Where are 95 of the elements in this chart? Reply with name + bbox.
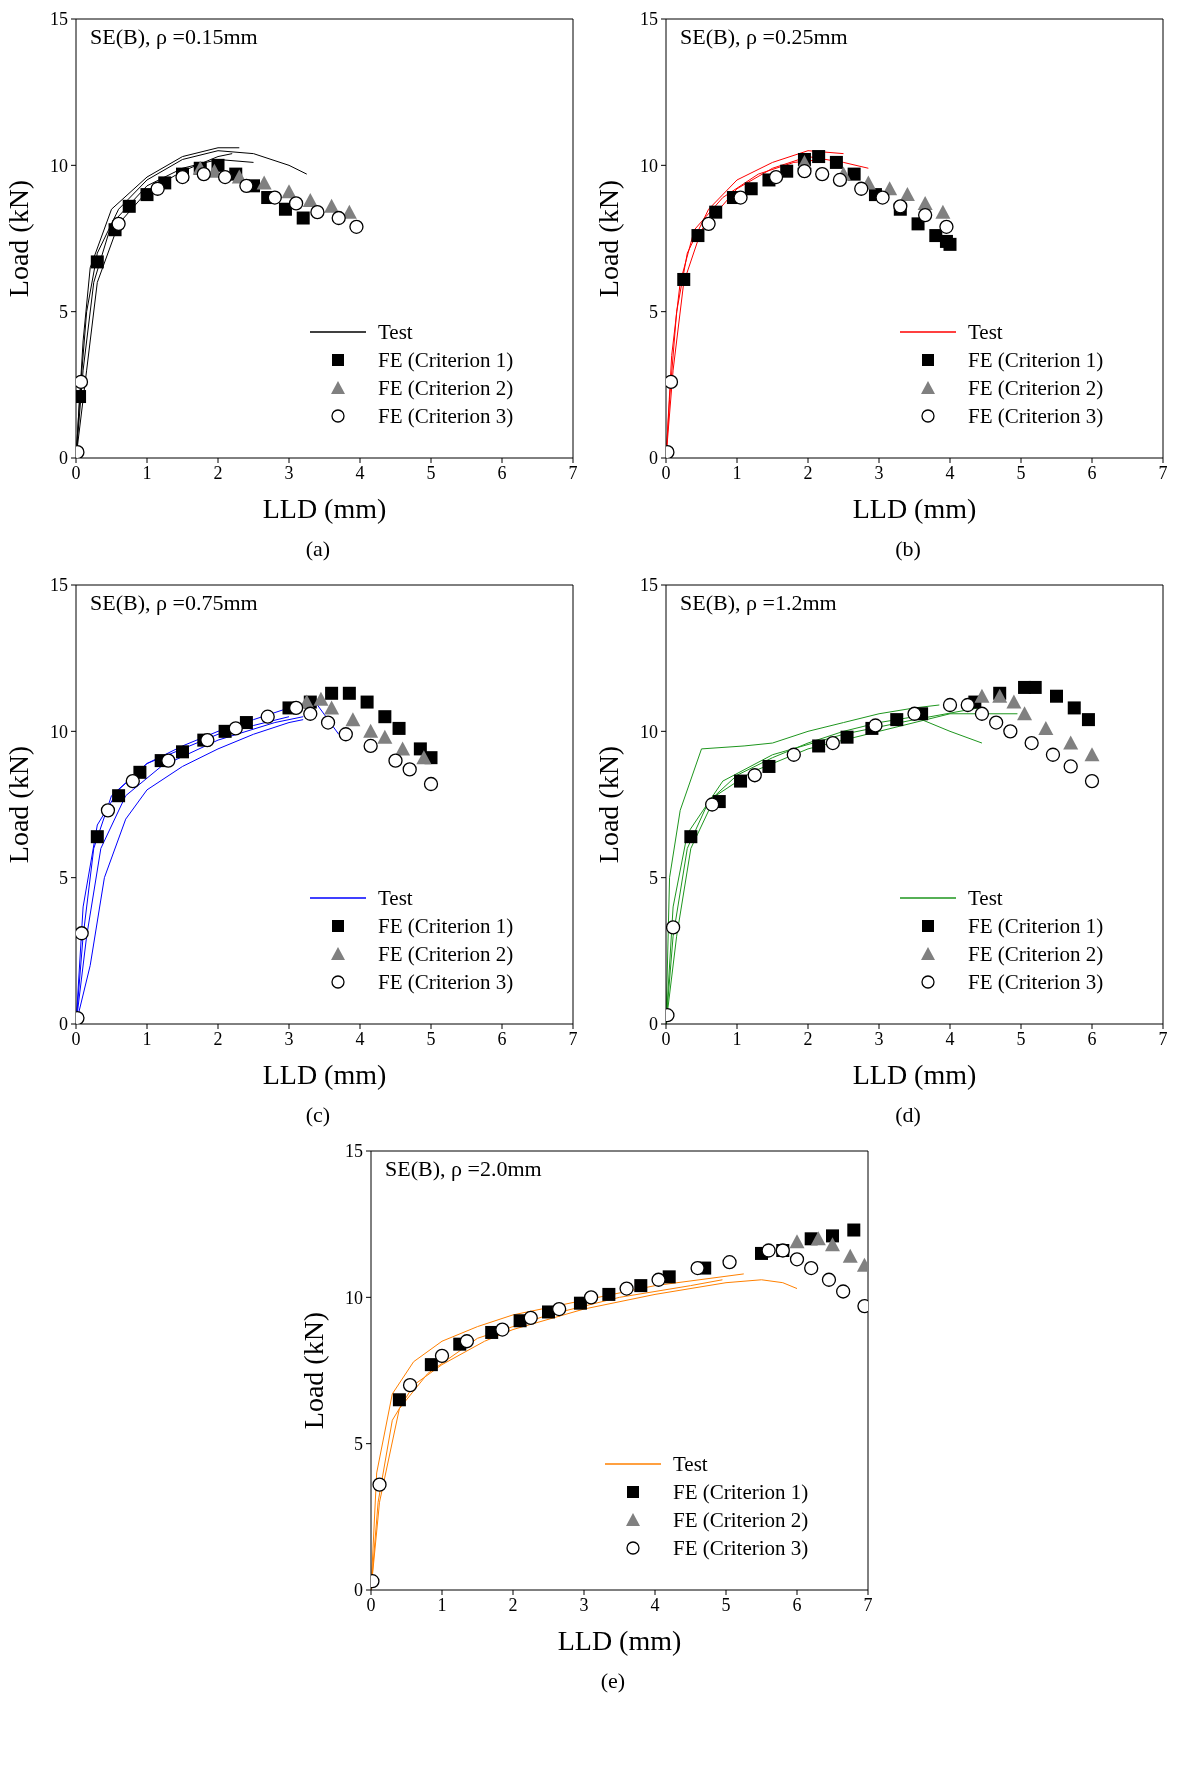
x-tick-label: 6 bbox=[497, 462, 507, 483]
y-tick-label: 0 bbox=[354, 1580, 363, 1601]
annotation: SE(B), ρ =0.75mm bbox=[90, 590, 258, 616]
y-axis-title: Load (kN) bbox=[297, 1311, 329, 1430]
x-tick-label: 2 bbox=[213, 1028, 223, 1049]
legend-label: FE (Criterion 1) bbox=[378, 347, 514, 374]
y-tick-label: 10 bbox=[345, 1287, 363, 1308]
x-tick-label: 7 bbox=[568, 462, 578, 483]
x-tick-label: 5 bbox=[426, 1028, 436, 1049]
y-tick-label: 5 bbox=[649, 302, 658, 323]
y-tick-label: 5 bbox=[59, 868, 68, 889]
y-tick-label: 15 bbox=[50, 575, 68, 596]
x-axis-title: LLD (mm) bbox=[852, 493, 977, 524]
y-axis-title: Load (kN) bbox=[592, 745, 624, 864]
y-tick-label: 10 bbox=[640, 721, 658, 742]
legend-label: FE (Criterion 3) bbox=[968, 969, 1104, 996]
x-tick-label: 2 bbox=[803, 1028, 813, 1049]
x-tick-label: 2 bbox=[508, 1594, 518, 1615]
x-axis-title: LLD (mm) bbox=[852, 1059, 977, 1090]
text: (d) bbox=[894, 1102, 922, 1128]
x-tick-label: 4 bbox=[355, 462, 365, 483]
x-tick-label: 1 bbox=[732, 462, 742, 483]
x-tick-label: 7 bbox=[1158, 1028, 1168, 1049]
x-tick-label: 1 bbox=[732, 1028, 742, 1049]
y-tick-label: 0 bbox=[649, 1014, 658, 1035]
x-axis-title: LLD (mm) bbox=[262, 1059, 387, 1090]
legend-label: FE (Criterion 2) bbox=[378, 375, 514, 402]
x-tick-label: 1 bbox=[437, 1594, 447, 1615]
legend-label: FE (Criterion 1) bbox=[378, 913, 514, 940]
y-tick-label: 15 bbox=[640, 575, 658, 596]
annotation: SE(B), ρ =2.0mm bbox=[385, 1156, 542, 1182]
legend-label: Test bbox=[968, 885, 1003, 912]
legend-label: FE (Criterion 1) bbox=[968, 347, 1104, 374]
y-tick-label: 5 bbox=[649, 868, 658, 889]
y-tick-label: 0 bbox=[649, 448, 658, 469]
text: (b) bbox=[894, 536, 922, 562]
legend-label: FE (Criterion 2) bbox=[378, 941, 514, 968]
y-tick-label: 0 bbox=[59, 1014, 68, 1035]
x-tick-label: 3 bbox=[284, 1028, 294, 1049]
x-tick-label: 6 bbox=[497, 1028, 507, 1049]
x-tick-label: 4 bbox=[945, 1028, 955, 1049]
y-tick-label: 10 bbox=[640, 155, 658, 176]
x-tick-label: 6 bbox=[1087, 462, 1097, 483]
text: (a) bbox=[304, 536, 332, 562]
legend-label: Test bbox=[378, 319, 413, 346]
x-tick-label: 2 bbox=[213, 462, 223, 483]
annotation: SE(B), ρ =1.2mm bbox=[680, 590, 837, 616]
y-axis-title: Load (kN) bbox=[2, 745, 34, 864]
legend-label: Test bbox=[673, 1451, 708, 1478]
x-tick-label: 4 bbox=[355, 1028, 365, 1049]
x-tick-label: 4 bbox=[650, 1594, 660, 1615]
x-tick-label: 7 bbox=[568, 1028, 578, 1049]
x-tick-label: 7 bbox=[863, 1594, 873, 1615]
annotation: SE(B), ρ =0.15mm bbox=[90, 24, 258, 50]
x-tick-label: 1 bbox=[142, 462, 152, 483]
x-tick-label: 5 bbox=[721, 1594, 731, 1615]
y-axis-title: Load (kN) bbox=[592, 179, 624, 298]
legend-label: FE (Criterion 3) bbox=[673, 1535, 809, 1562]
x-tick-label: 3 bbox=[874, 462, 884, 483]
y-tick-label: 15 bbox=[345, 1141, 363, 1162]
y-tick-label: 10 bbox=[50, 721, 68, 742]
legend-label: Test bbox=[378, 885, 413, 912]
x-tick-label: 3 bbox=[284, 462, 294, 483]
x-tick-label: 4 bbox=[945, 462, 955, 483]
x-axis-title: LLD (mm) bbox=[262, 493, 387, 524]
legend-label: FE (Criterion 2) bbox=[673, 1507, 809, 1534]
y-tick-label: 0 bbox=[59, 448, 68, 469]
annotation: SE(B), ρ =0.25mm bbox=[680, 24, 848, 50]
text: (e) bbox=[599, 1668, 627, 1694]
y-tick-label: 15 bbox=[50, 9, 68, 30]
x-tick-label: 5 bbox=[426, 462, 436, 483]
legend-label: FE (Criterion 3) bbox=[378, 403, 514, 430]
x-tick-label: 7 bbox=[1158, 462, 1168, 483]
y-tick-label: 5 bbox=[354, 1434, 363, 1455]
x-tick-label: 5 bbox=[1016, 462, 1026, 483]
x-tick-label: 6 bbox=[1087, 1028, 1097, 1049]
x-axis-title: LLD (mm) bbox=[557, 1625, 682, 1656]
text: (c) bbox=[304, 1102, 332, 1128]
y-axis-title: Load (kN) bbox=[2, 179, 34, 298]
x-tick-label: 2 bbox=[803, 462, 813, 483]
x-tick-label: 5 bbox=[1016, 1028, 1026, 1049]
x-tick-label: 6 bbox=[792, 1594, 802, 1615]
y-tick-label: 10 bbox=[50, 155, 68, 176]
legend-label: FE (Criterion 2) bbox=[968, 941, 1104, 968]
x-tick-label: 1 bbox=[142, 1028, 152, 1049]
legend-label: Test bbox=[968, 319, 1003, 346]
legend-label: FE (Criterion 2) bbox=[968, 375, 1104, 402]
y-tick-label: 5 bbox=[59, 302, 68, 323]
y-tick-label: 15 bbox=[640, 9, 658, 30]
legend-label: FE (Criterion 3) bbox=[378, 969, 514, 996]
legend-label: FE (Criterion 1) bbox=[968, 913, 1104, 940]
legend-label: FE (Criterion 1) bbox=[673, 1479, 809, 1506]
x-tick-label: 3 bbox=[874, 1028, 884, 1049]
legend-label: FE (Criterion 3) bbox=[968, 403, 1104, 430]
x-tick-label: 3 bbox=[579, 1594, 589, 1615]
